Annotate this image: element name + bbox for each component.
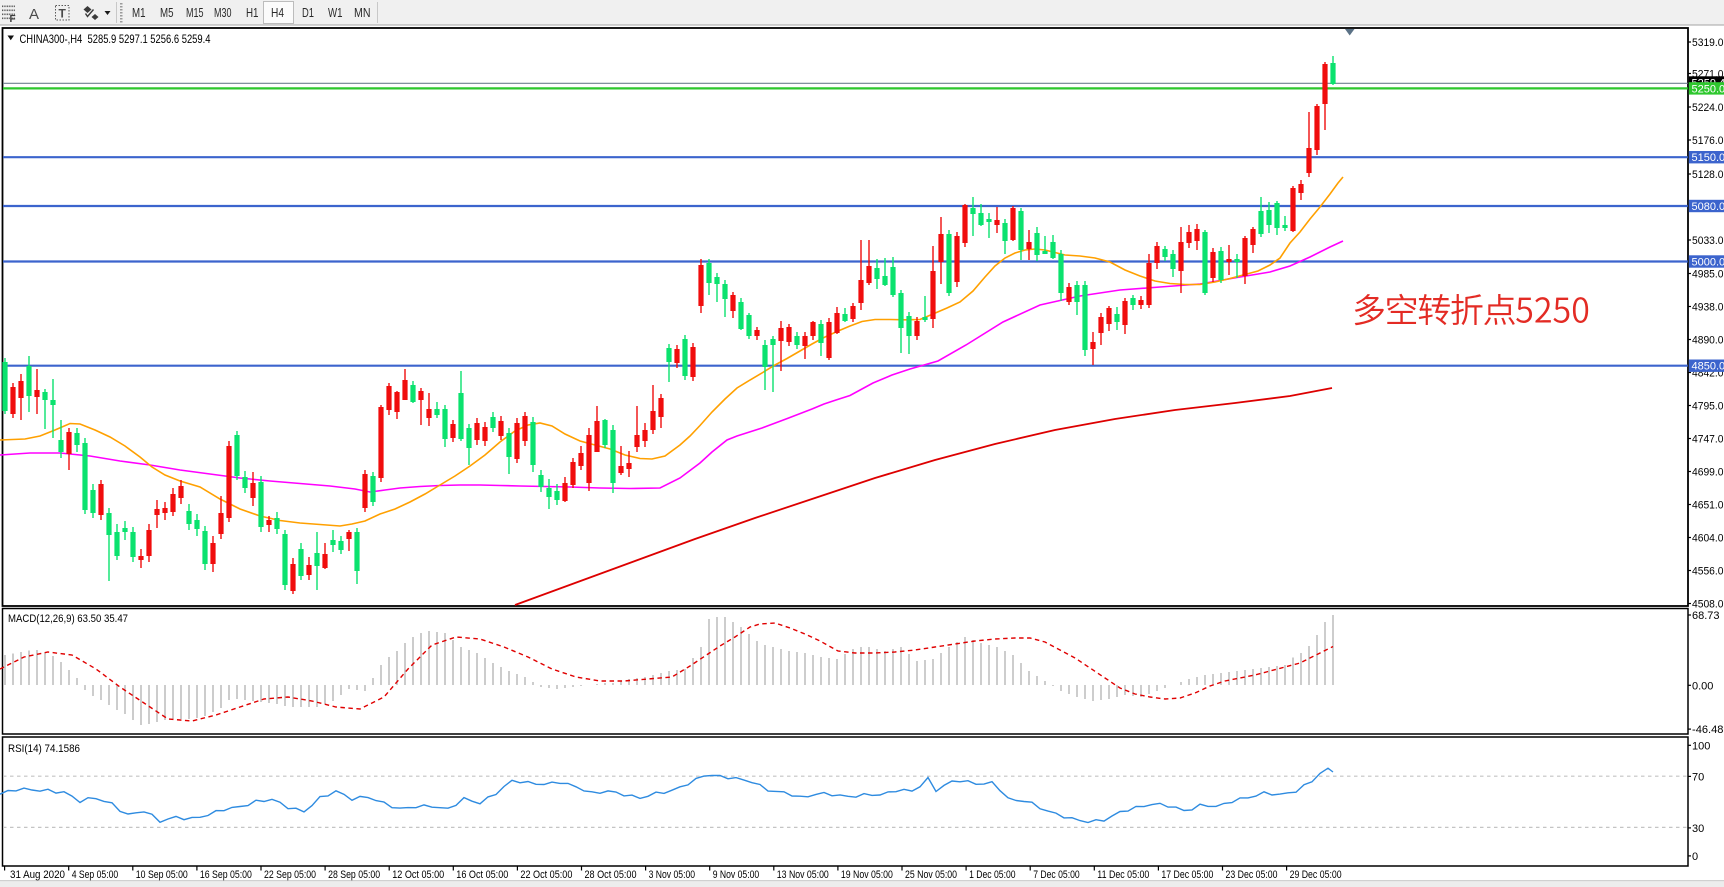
svg-text:5128.0: 5128.0 [1692,169,1724,181]
svg-text:4890.0: 4890.0 [1692,335,1724,347]
svg-text:M5: M5 [160,6,174,20]
svg-text:12 Oct 05:00: 12 Oct 05:00 [392,869,444,881]
svg-text:29 Dec 05:00: 29 Dec 05:00 [1290,869,1342,881]
svg-text:25 Nov 05:00: 25 Nov 05:00 [905,869,957,881]
svg-text:M15: M15 [186,6,204,20]
svg-text:F: F [10,14,16,25]
svg-text:M30: M30 [214,6,232,20]
svg-text:68.73: 68.73 [1692,610,1720,622]
svg-text:H1: H1 [246,6,259,20]
svg-text:7 Dec 05:00: 7 Dec 05:00 [1033,869,1080,881]
svg-text:9 Nov 05:00: 9 Nov 05:00 [713,869,760,881]
svg-text:19 Nov 05:00: 19 Nov 05:00 [841,869,893,881]
svg-text:A: A [29,6,39,23]
svg-text:4699.0: 4699.0 [1692,467,1724,479]
svg-text:H4: H4 [271,6,284,20]
svg-text:0: 0 [1692,851,1698,863]
svg-text:28 Oct 05:00: 28 Oct 05:00 [585,869,637,881]
svg-text:3 Nov 05:00: 3 Nov 05:00 [649,869,696,881]
svg-text:W1: W1 [328,6,343,20]
svg-text:31 Aug 2020: 31 Aug 2020 [10,869,65,881]
svg-text:T: T [59,7,67,21]
svg-text:4604.0: 4604.0 [1692,533,1724,545]
svg-text:0.00: 0.00 [1692,680,1713,692]
svg-text:22 Oct 05:00: 22 Oct 05:00 [520,869,572,881]
svg-text:5319.0: 5319.0 [1692,37,1724,49]
svg-text:5150.0: 5150.0 [1692,152,1724,164]
svg-text:4651.0: 4651.0 [1692,500,1724,512]
svg-text:4985.0: 4985.0 [1692,269,1724,281]
svg-text:4 Sep 05:00: 4 Sep 05:00 [72,869,119,881]
svg-text:70: 70 [1692,771,1704,783]
svg-text:5033.0: 5033.0 [1692,235,1724,247]
svg-text:D1: D1 [302,6,314,20]
svg-text:4508.0: 4508.0 [1692,599,1724,611]
svg-text:-46.48: -46.48 [1692,724,1724,736]
svg-text:5250.0: 5250.0 [1692,83,1724,95]
svg-text:MN: MN [354,6,371,20]
svg-text:M1: M1 [132,6,146,20]
svg-text:22 Sep 05:00: 22 Sep 05:00 [264,869,316,881]
svg-text:5000.0: 5000.0 [1692,257,1724,269]
svg-text:4556.0: 4556.0 [1692,566,1724,578]
svg-text:4795.0: 4795.0 [1692,401,1724,413]
svg-text:11 Dec 05:00: 11 Dec 05:00 [1097,869,1149,881]
svg-text:5224.0: 5224.0 [1692,102,1724,114]
svg-text:17 Dec 05:00: 17 Dec 05:00 [1161,869,1213,881]
svg-text:28 Sep 05:00: 28 Sep 05:00 [328,869,380,881]
svg-text:5080.0: 5080.0 [1692,201,1724,213]
svg-text:1 Dec 05:00: 1 Dec 05:00 [969,869,1016,881]
svg-text:MACD(12,26,9) 63.50 35.47: MACD(12,26,9) 63.50 35.47 [8,613,128,625]
svg-text:16 Oct 05:00: 16 Oct 05:00 [456,869,508,881]
svg-text:100: 100 [1692,740,1710,752]
svg-text:10 Sep 05:00: 10 Sep 05:00 [136,869,188,881]
svg-text:13 Nov 05:00: 13 Nov 05:00 [777,869,829,881]
svg-text:CHINA300-,H4 5285.9 5297.1 52: CHINA300-,H4 5285.9 5297.1 5256.6 5259.4 [20,32,211,46]
svg-text:5176.0: 5176.0 [1692,135,1724,147]
svg-text:23 Dec 05:00: 23 Dec 05:00 [1226,869,1278,881]
svg-text:30: 30 [1692,823,1704,835]
svg-text:4938.0: 4938.0 [1692,302,1724,314]
svg-text:RSI(14) 74.1586: RSI(14) 74.1586 [8,743,80,755]
svg-text:16 Sep 05:00: 16 Sep 05:00 [200,869,252,881]
svg-text:4747.0: 4747.0 [1692,434,1724,446]
svg-text:4850.0: 4850.0 [1692,361,1724,373]
